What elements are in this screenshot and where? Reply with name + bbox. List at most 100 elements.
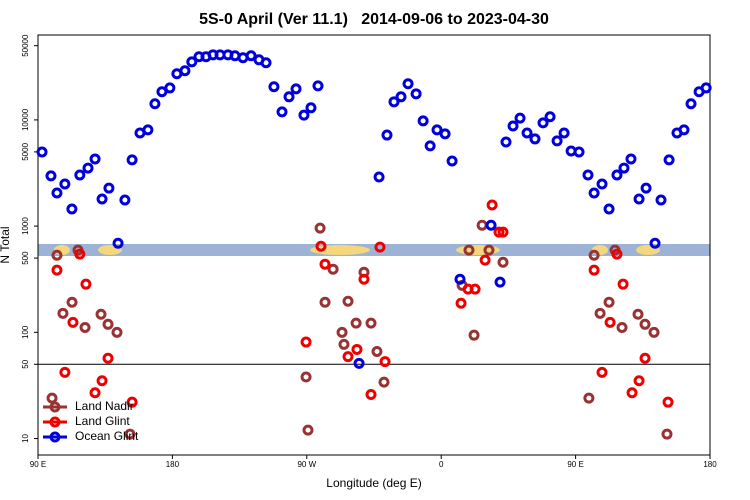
point [378,376,390,388]
point [319,296,331,308]
point [639,318,651,330]
point [497,226,509,238]
point [618,162,630,174]
point [305,102,317,114]
point [486,199,498,211]
point [290,83,302,95]
point [588,187,600,199]
point [245,50,257,62]
point [381,129,393,141]
point [336,326,348,338]
point [388,96,400,108]
point [126,154,138,166]
point [79,322,91,334]
point [648,326,660,338]
point [298,109,310,121]
point [96,193,108,205]
point [655,194,667,206]
point [45,170,57,182]
point [494,276,506,288]
point [373,171,385,183]
point [468,329,480,341]
point [89,387,101,399]
y-tick-label: 100 [21,325,30,339]
point [283,91,295,103]
point [485,219,497,231]
point [454,273,466,285]
point [626,387,638,399]
point [551,135,563,147]
point [102,352,114,364]
point [410,88,422,100]
point [455,297,467,309]
y-tick-label: 1000 [21,217,30,235]
point [463,244,475,256]
point [439,128,451,140]
point [588,249,600,261]
y-tick-label: 50 [21,359,30,368]
point [260,57,272,69]
x-axis-label: Longitude (deg E) [326,476,421,490]
point [371,345,383,357]
x-tick-label: 180 [166,460,180,469]
legend-marker [49,416,61,428]
point [112,237,124,249]
point [417,115,429,127]
point [537,117,549,129]
point [500,136,512,148]
point [402,78,414,90]
point [353,357,365,369]
point [446,155,458,167]
point [374,241,386,253]
point [312,80,324,92]
point [314,222,326,234]
point [95,308,107,320]
point [594,307,606,319]
point [603,296,615,308]
y-axis-label: N Total [0,226,12,263]
point [483,244,495,256]
point [149,98,161,110]
point [603,203,615,215]
x-tick-label: 90 E [567,460,583,469]
point [507,120,519,132]
y-tick-label: 500 [21,251,30,265]
point [51,264,63,276]
point [493,226,505,238]
point [179,65,191,77]
point [327,263,339,275]
point [57,307,69,319]
point [66,296,78,308]
point [685,98,697,110]
point [358,273,370,285]
y-tick-label: 10000 [21,108,30,131]
point [342,295,354,307]
point [300,336,312,348]
point [46,392,58,404]
point [59,178,71,190]
point [529,133,541,145]
point [142,124,154,136]
point [82,162,94,174]
point [365,317,377,329]
y-tick-label: 5000 [21,142,30,160]
point [611,248,623,260]
point [431,124,443,136]
point [678,124,690,136]
point [276,106,288,118]
point [558,127,570,139]
point [338,338,350,350]
point [640,182,652,194]
legend-label: Land Nadir [75,399,134,413]
point [604,316,616,328]
point [395,91,407,103]
plot-frame [37,34,711,456]
point [124,428,136,440]
point [633,193,645,205]
point [80,278,92,290]
point [573,146,585,158]
point [582,169,594,181]
point [588,264,600,276]
point [67,316,79,328]
